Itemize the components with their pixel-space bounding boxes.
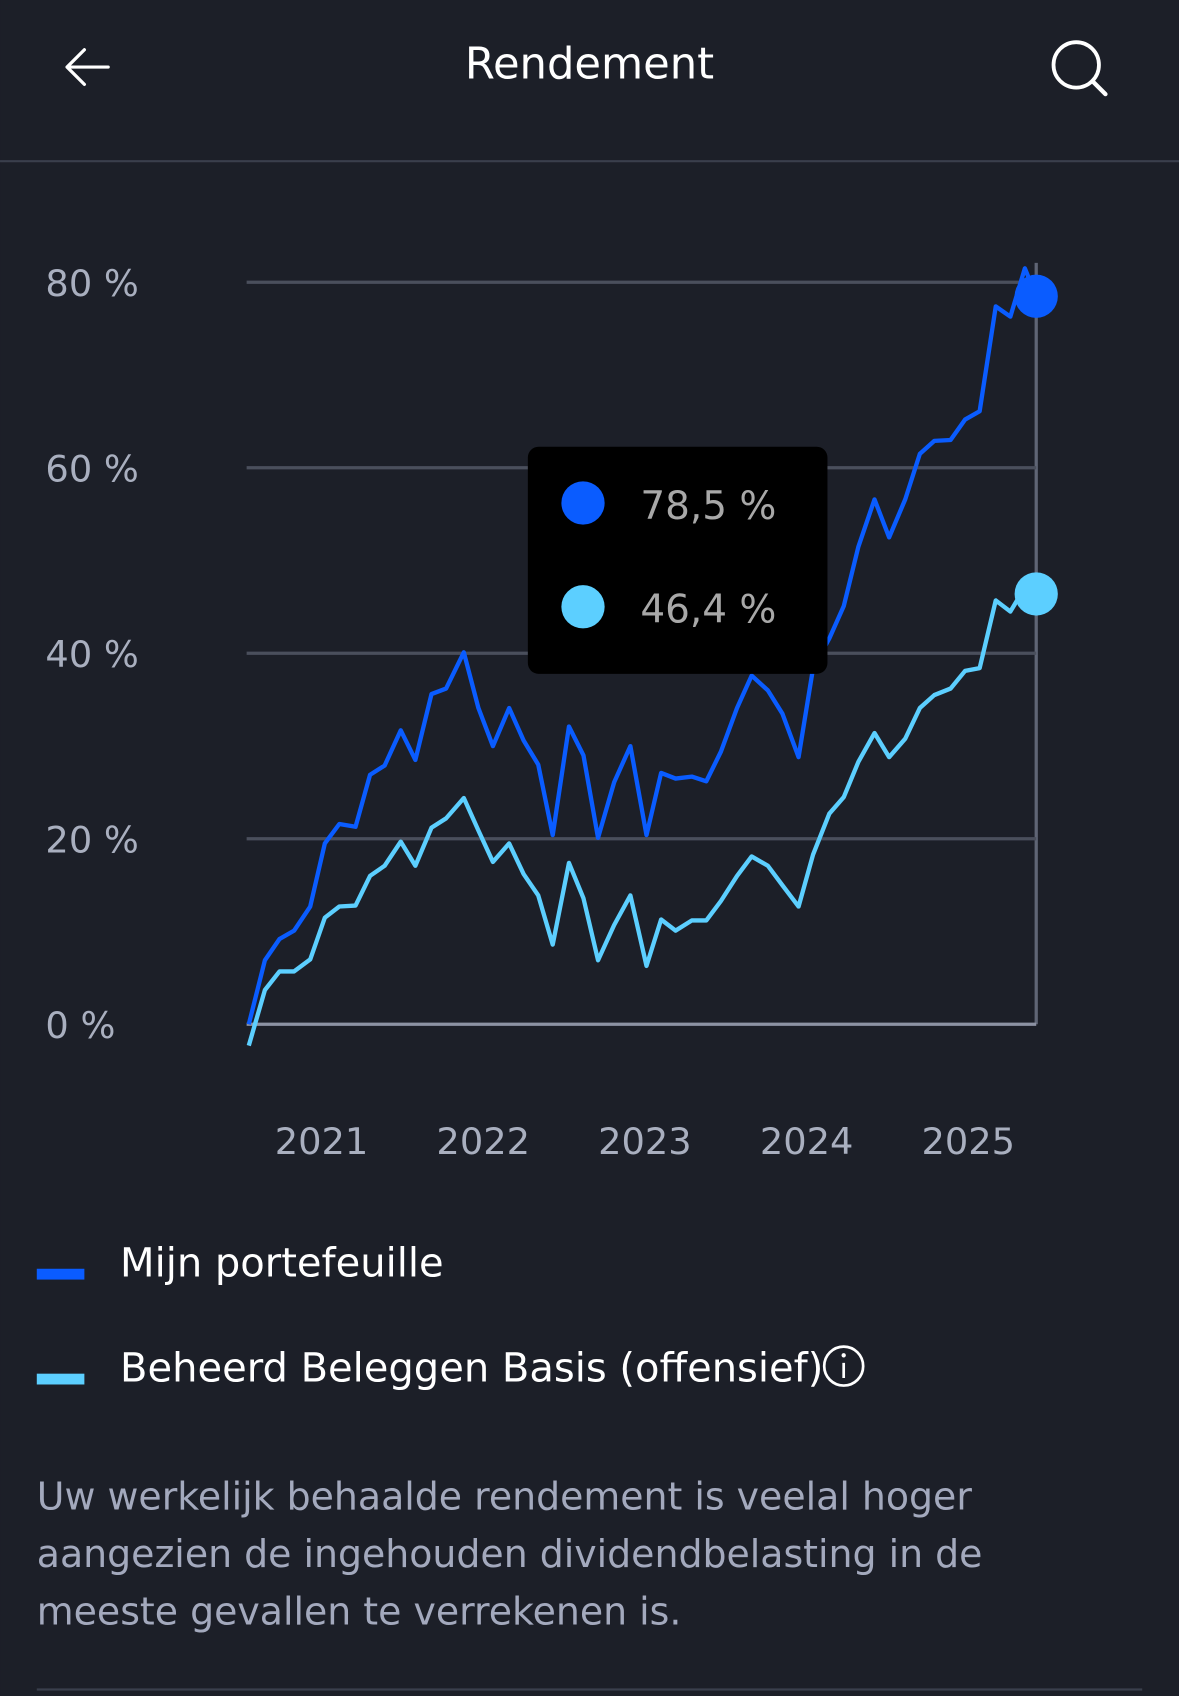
y-tick-label: 0 % (45, 1004, 115, 1047)
y-tick-label: 40 % (45, 633, 138, 676)
footnote-line: meeste gevallen te verrekenen is. (37, 1589, 682, 1633)
search-icon[interactable] (1051, 40, 1101, 90)
tooltip-dot (561, 481, 605, 525)
legend-label: Beheerd Beleggen Basis (offensief) (120, 1345, 823, 1391)
y-tick-label: 80 % (45, 262, 138, 305)
end-dot (1014, 274, 1058, 318)
search-handle[interactable] (1090, 78, 1108, 97)
legend-swatch (36, 1373, 85, 1385)
tooltip-value: 78,5 % (640, 484, 776, 529)
end-dot (1014, 572, 1058, 616)
series-line (246, 266, 1039, 1025)
series-line (246, 585, 1038, 1047)
x-tick-label: 2025 (922, 1120, 1016, 1163)
x-tick-label: 2022 (436, 1120, 530, 1163)
x-tick-label: 2023 (598, 1120, 692, 1163)
back-button[interactable] (43, 32, 130, 101)
info-icon[interactable] (822, 1345, 865, 1387)
info-dot[interactable] (841, 1353, 846, 1358)
legend: Mijn portefeuille Beheerd Beleggen Basis … (36, 1241, 823, 1391)
y-tick-label: 60 % (45, 448, 138, 491)
tooltip: 78,5 % 46,4 % (561, 481, 776, 633)
tooltip-box (527, 446, 828, 674)
legend-label: Mijn portefeuille (120, 1241, 444, 1287)
footnote-line: aangezien de ingehouden dividendbelastin… (37, 1532, 983, 1576)
back-arrow[interactable] (65, 48, 110, 86)
y-tick-label: 20 % (45, 819, 138, 862)
footnote-line: Uw werkelijk behaalde rendement is veela… (37, 1475, 973, 1519)
footnote: Uw werkelijk behaalde rendement is veela… (37, 1475, 983, 1634)
x-tick-label: 2024 (760, 1120, 854, 1163)
tooltip-dot (561, 585, 605, 629)
legend-swatch (36, 1268, 85, 1280)
header-title: Rendement (465, 40, 714, 90)
tooltip-value: 46,4 % (640, 588, 776, 633)
search-button[interactable] (1051, 40, 1108, 97)
x-tick-label: 2021 (275, 1120, 369, 1163)
info-circle[interactable] (822, 1345, 865, 1387)
